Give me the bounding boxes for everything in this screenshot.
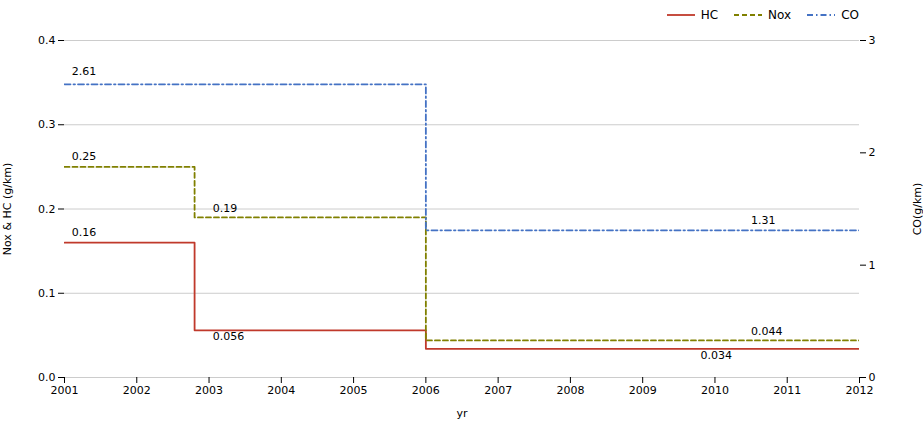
svg-text:2002: 2002 bbox=[123, 384, 151, 397]
svg-text:0.1: 0.1 bbox=[38, 287, 56, 300]
svg-text:0.056: 0.056 bbox=[213, 330, 245, 343]
svg-text:Nox & HC (g/km): Nox & HC (g/km) bbox=[1, 163, 14, 256]
svg-text:0.2: 0.2 bbox=[38, 203, 56, 216]
svg-text:2001: 2001 bbox=[51, 384, 79, 397]
html-text:CO: CO bbox=[841, 8, 859, 22]
svg-text:2: 2 bbox=[869, 146, 876, 159]
html-text:HC: HC bbox=[700, 8, 719, 22]
svg-text:CO(g/km): CO(g/km) bbox=[911, 183, 923, 236]
svg-text:0.3: 0.3 bbox=[38, 118, 56, 131]
svg-text:0.044: 0.044 bbox=[751, 325, 783, 338]
svg-text:0.25: 0.25 bbox=[72, 150, 97, 163]
svg-text:2010: 2010 bbox=[701, 384, 729, 397]
svg-text:2004: 2004 bbox=[267, 384, 295, 397]
svg-text:0: 0 bbox=[869, 371, 876, 384]
svg-text:0.4: 0.4 bbox=[38, 34, 56, 47]
html-text:Nox: Nox bbox=[768, 8, 792, 22]
svg-text:2006: 2006 bbox=[412, 384, 440, 397]
svg-text:2.61: 2.61 bbox=[72, 65, 97, 78]
svg-text:2005: 2005 bbox=[340, 384, 368, 397]
svg-text:3: 3 bbox=[869, 34, 876, 47]
svg-text:2012: 2012 bbox=[846, 384, 874, 397]
svg-text:2008: 2008 bbox=[556, 384, 584, 397]
svg-text:1: 1 bbox=[869, 259, 876, 272]
svg-text:2009: 2009 bbox=[629, 384, 657, 397]
svg-text:0.19: 0.19 bbox=[213, 202, 238, 215]
svg-text:2007: 2007 bbox=[484, 384, 512, 397]
svg-text:2003: 2003 bbox=[195, 384, 223, 397]
svg-text:yr: yr bbox=[456, 407, 468, 420]
svg-text:0.0: 0.0 bbox=[38, 371, 56, 384]
svg-text:1.31: 1.31 bbox=[751, 214, 776, 227]
svg-text:0.16: 0.16 bbox=[72, 226, 97, 239]
svg-text:2011: 2011 bbox=[773, 384, 801, 397]
svg-text:0.034: 0.034 bbox=[701, 349, 733, 362]
